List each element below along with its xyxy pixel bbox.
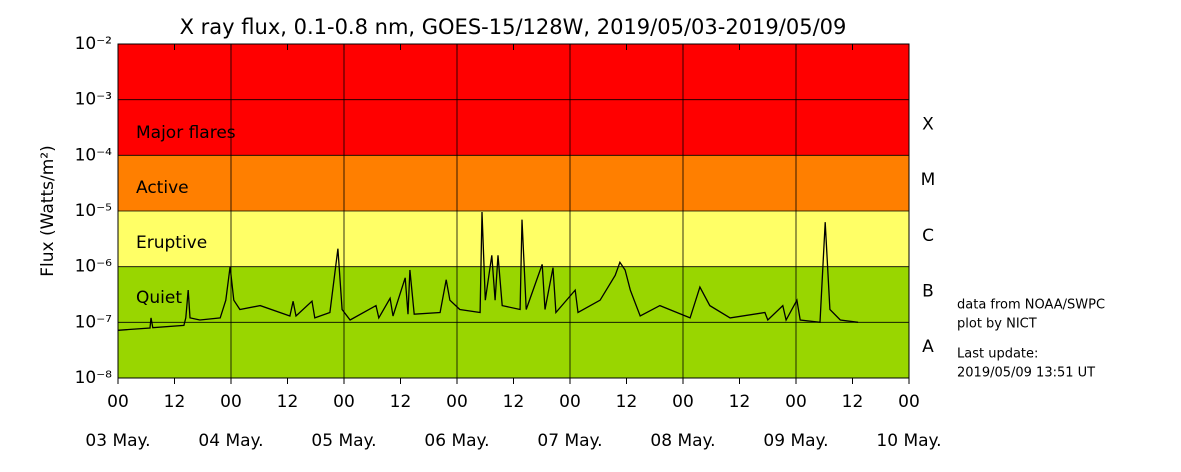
x-tick-label: 12 [164, 392, 186, 412]
band-label: Active [136, 178, 189, 198]
y-tick-label: 10⁻² [75, 34, 112, 54]
y-tick-label: 10⁻⁵ [75, 201, 112, 221]
chart-title: X ray flux, 0.1-0.8 nm, GOES-15/128W, 20… [180, 15, 847, 39]
y-tick-label: 10⁻⁷ [75, 312, 113, 332]
x-tick-label: 12 [616, 392, 638, 412]
x-tick-label: 12 [729, 392, 751, 412]
y-tick-label: 10⁻⁴ [75, 145, 113, 165]
band-label: Quiet [136, 288, 182, 308]
x-tick-label: 00 [672, 392, 694, 412]
note: data from NOAA/SWPC [957, 298, 1105, 313]
x-tick-label: 00 [785, 392, 807, 412]
date-label: 04 May. [198, 431, 263, 451]
x-tick-label: 12 [503, 392, 525, 412]
y-tick-label: 10⁻⁶ [75, 257, 113, 277]
x-tick-label: 00 [333, 392, 355, 412]
date-label: 07 May. [537, 431, 602, 451]
band [118, 155, 909, 211]
y-axis-label: Flux (Watts/m²) [38, 145, 58, 276]
date-label: 08 May. [650, 431, 715, 451]
class-label: X [922, 115, 934, 135]
y-tick-label: 10⁻³ [75, 90, 112, 110]
class-label: C [922, 226, 934, 246]
plot-frame [117, 43, 910, 379]
date-label: 05 May. [311, 431, 376, 451]
x-tick-label: 12 [842, 392, 864, 412]
class-label: M [921, 170, 936, 190]
class-label: B [922, 282, 934, 302]
note: plot by NICT [957, 317, 1037, 332]
note: 2019/05/09 13:51 UT [957, 366, 1095, 381]
x-tick-label: 12 [390, 392, 412, 412]
x-tick-label: 00 [107, 392, 129, 412]
band-label: Eruptive [136, 233, 207, 253]
date-label: 03 May. [85, 431, 150, 451]
note: Last update: [957, 347, 1038, 362]
date-label: 06 May. [424, 431, 489, 451]
date-label: 09 May. [763, 431, 828, 451]
x-tick-label: 00 [559, 392, 581, 412]
date-label: 10 May. [876, 431, 941, 451]
y-tick-label: 10⁻⁸ [75, 368, 113, 388]
x-tick-label: 12 [277, 392, 299, 412]
class-label: A [922, 337, 934, 357]
x-tick-label: 00 [446, 392, 468, 412]
band-label: Major flares [136, 123, 236, 143]
flux-line [117, 211, 859, 331]
x-tick-label: 00 [898, 392, 920, 412]
band [118, 211, 909, 267]
x-tick-label: 00 [220, 392, 242, 412]
